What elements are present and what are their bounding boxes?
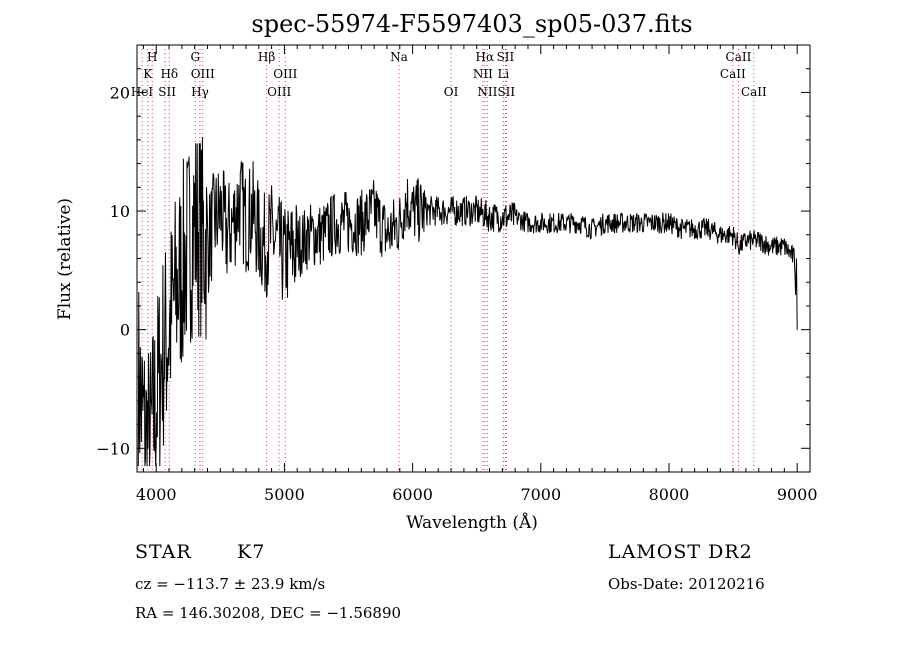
spectral-line-label: NII (477, 85, 497, 99)
spectrum-line (137, 137, 798, 467)
x-axis-ticks: 4000 5000 6000 7000 8000 9000 (136, 45, 818, 504)
spectral-line-label: NII (473, 67, 493, 81)
spectral-line-label: G (191, 50, 201, 64)
y-axis-label: Flux (relative) (55, 198, 75, 320)
object-class: STAR (135, 541, 192, 563)
y-tick-label: 0 (120, 321, 130, 340)
x-tick-label: 6000 (392, 485, 433, 504)
observation-date: Obs-Date: 20120216 (608, 575, 765, 593)
x-tick-label: 8000 (649, 485, 690, 504)
spectral-line-label: Hδ (160, 67, 178, 81)
spectral-line-label: Li (497, 67, 509, 81)
spectral-line-label: Hα (475, 50, 494, 64)
survey-name: LAMOST DR2 (608, 541, 753, 563)
spectral-line-label: SII (497, 50, 515, 64)
spectral-line-label: OI (444, 85, 459, 99)
spectral-line-label: Hγ (191, 85, 209, 99)
y-tick-label: −10 (96, 439, 130, 458)
x-axis-label: Wavelength (Å) (406, 512, 538, 533)
spectral-line-label: CaII (720, 67, 746, 81)
spectral-line-label: OIII (267, 85, 291, 99)
spectral-line-label: H (147, 50, 157, 64)
spectral-line-label: Hβ (258, 50, 275, 64)
plot-frame (136, 44, 811, 473)
spectral-line-label: CaII (726, 50, 752, 64)
spectral-line-label: K (143, 67, 153, 81)
object-subclass: K7 (237, 541, 266, 563)
spectral-line-label: SII (158, 85, 176, 99)
x-tick-label: 9000 (777, 485, 818, 504)
spectral-line-label: CaII (741, 85, 767, 99)
x-tick-label: 7000 (520, 485, 561, 504)
y-axis-ticks: −10 0 10 20 (96, 44, 810, 473)
y-tick-label: 20 (110, 83, 130, 102)
y-tick-label: 10 (110, 202, 130, 221)
redshift-velocity: cz = −113.7 ± 23.9 km/s (135, 575, 326, 593)
spectral-line-label: Na (390, 50, 408, 64)
spectral-line-markers (141, 45, 755, 472)
chart-title: spec-55974-F5597403_sp05-037.fits (251, 10, 692, 38)
spectral-line-label: OIII (273, 67, 297, 81)
spectral-line-label: SII (497, 85, 515, 99)
spectral-line-label: OIII (191, 67, 215, 81)
sky-coordinates: RA = 146.30208, DEC = −1.56890 (135, 604, 402, 622)
x-tick-label: 4000 (136, 485, 177, 504)
x-tick-label: 5000 (264, 485, 305, 504)
